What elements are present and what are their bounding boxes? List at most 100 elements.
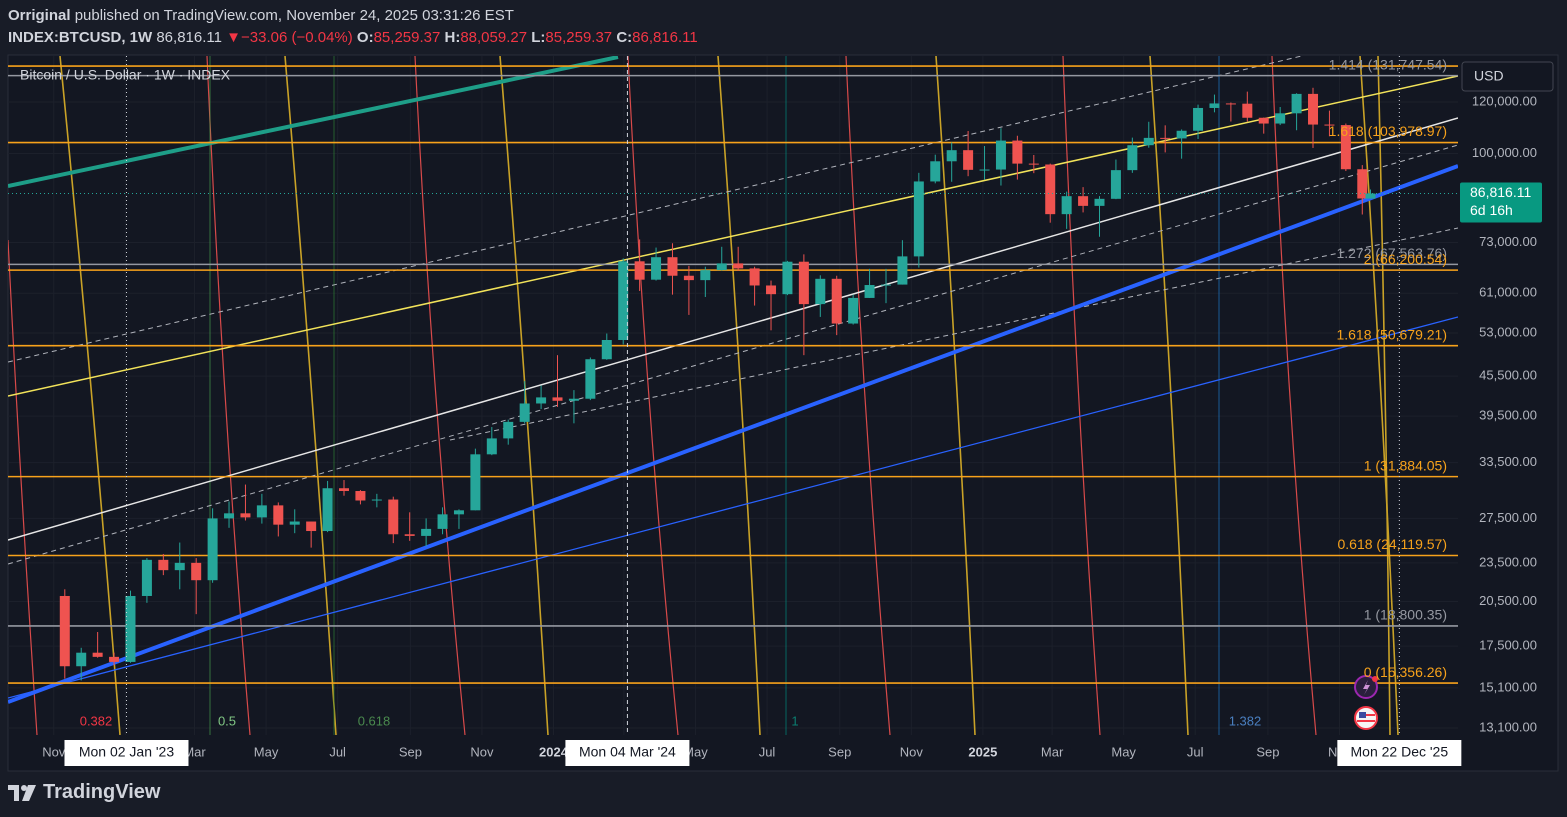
candle-body [667,257,678,276]
flag-part [1359,712,1366,718]
candle-body [1078,196,1089,206]
last-price-label: 86,816.11 [1470,184,1531,200]
fib-level-label: 0.618 (24,119.57) [1338,536,1448,552]
y-tick-label: 20,500.00 [1479,593,1537,608]
currency: USD [1474,68,1504,84]
x-tick-label: May [1111,744,1136,759]
brand-logo [8,784,36,801]
candle-body [1028,163,1039,165]
footer[interactable]: TradingView [8,781,160,804]
candle-body [1308,93,1319,125]
y-tick-label: 100,000.00 [1472,145,1537,160]
fib-level-label: 1.618 (50,679.21) [1336,326,1447,342]
candle-body [979,169,990,171]
candle-body [59,595,70,667]
fib-level-label: 2 (66,200.54) [1364,251,1447,267]
candle-body [963,150,974,170]
candle-body [470,454,481,511]
y-tick-label: 39,500.00 [1479,408,1537,423]
event-icon-glyph [1363,680,1370,695]
candle-body [306,521,317,532]
candle-body [1209,103,1220,108]
time-arc [1149,56,1189,735]
candle-body [388,499,399,535]
trend-line [8,75,1458,397]
candle-body [224,513,235,519]
time-arc [935,56,976,735]
fib-levels [8,65,1458,684]
candle-body [1275,113,1286,124]
time-arc [59,56,121,735]
x-tick-label: Nov [900,744,924,759]
candle-body [700,270,711,281]
date-marker-box [1337,740,1462,766]
candle-body [273,505,284,525]
candle-body [897,256,908,285]
y-tick-label: 61,000.00 [1479,285,1537,300]
candle-body [1061,196,1072,215]
candle-body [880,284,891,286]
candle-body [1127,145,1138,171]
overlay: Bitcoin / U.S. Dollar · 1W · INDEX USD 0… [8,56,1554,766]
candle-body [1110,170,1121,199]
candle-body [766,285,777,295]
candle-body [256,505,267,518]
fib-level-label: 1.272 (67,563.76) [1336,245,1447,261]
candle-body [453,510,464,515]
candle-body [552,397,563,401]
x-tick-label: Nov [470,744,494,759]
last-price-tag [1460,182,1542,223]
currency-box[interactable] [1461,61,1554,92]
change-arrow: ▼ [226,29,241,46]
change: −33.06 (−0.04%) [241,29,353,46]
candle-body [1365,193,1376,199]
fib-level-label: 1 (31,884.05) [1364,457,1447,473]
candle-body [1324,124,1335,126]
candle-body [568,398,579,401]
x-tick-label: Sep [828,744,851,759]
candle-body [815,278,826,305]
candle-body [1258,117,1269,124]
candle-body [683,275,694,281]
fib-level-label: 1.618 (103,978.97) [1329,123,1447,139]
time-arc [414,56,466,735]
ohlc-label: O: [356,29,374,46]
y-tick-label: 45,500.00 [1479,368,1537,383]
x-tick-label: Jul [1187,744,1204,759]
trend-line [8,56,619,188]
time-arc [8,239,38,735]
time-arc [1377,56,1391,735]
candle-body [995,140,1006,170]
author: Orriginal [8,7,71,24]
ohlc-label: L: [531,29,546,46]
publish-line: Orriginal published on TradingView.com, … [8,7,514,24]
time-arc [1271,56,1317,735]
countdown: 6d 16h [1470,202,1513,218]
candle-body [618,261,629,341]
x-tick-label: 2025 [968,744,997,759]
candle-body [191,562,202,581]
time-fib-label: 0.382 [80,713,113,728]
date-marker-box [565,740,690,766]
time-fib-label: 0.618 [358,713,391,728]
ohlc-value: 86,816.11 [632,29,698,46]
x-tick-label: Mar [1041,744,1064,759]
candle-body [1291,93,1302,114]
ohlc-value: 85,259.37 [373,29,441,46]
candle-body [92,652,103,657]
fib-level-label: 0 (15,356.26) [1364,664,1447,680]
ohlc-value: 88,059.27 [460,29,528,46]
candle-body [1340,125,1351,170]
drawings [8,56,1458,735]
candle-body [404,534,415,536]
candle-body [503,421,514,439]
symbol: INDEX:BTCUSD, 1W [8,29,153,46]
candle-body [782,261,793,295]
y-tick-label: 73,000.00 [1479,234,1537,249]
time-fib-label: 1 [791,713,798,728]
candle-body [864,285,875,298]
candle-body [519,403,530,422]
candle-body [1242,103,1253,118]
date-marker-label: Mon 04 Mar '24 [579,744,676,760]
